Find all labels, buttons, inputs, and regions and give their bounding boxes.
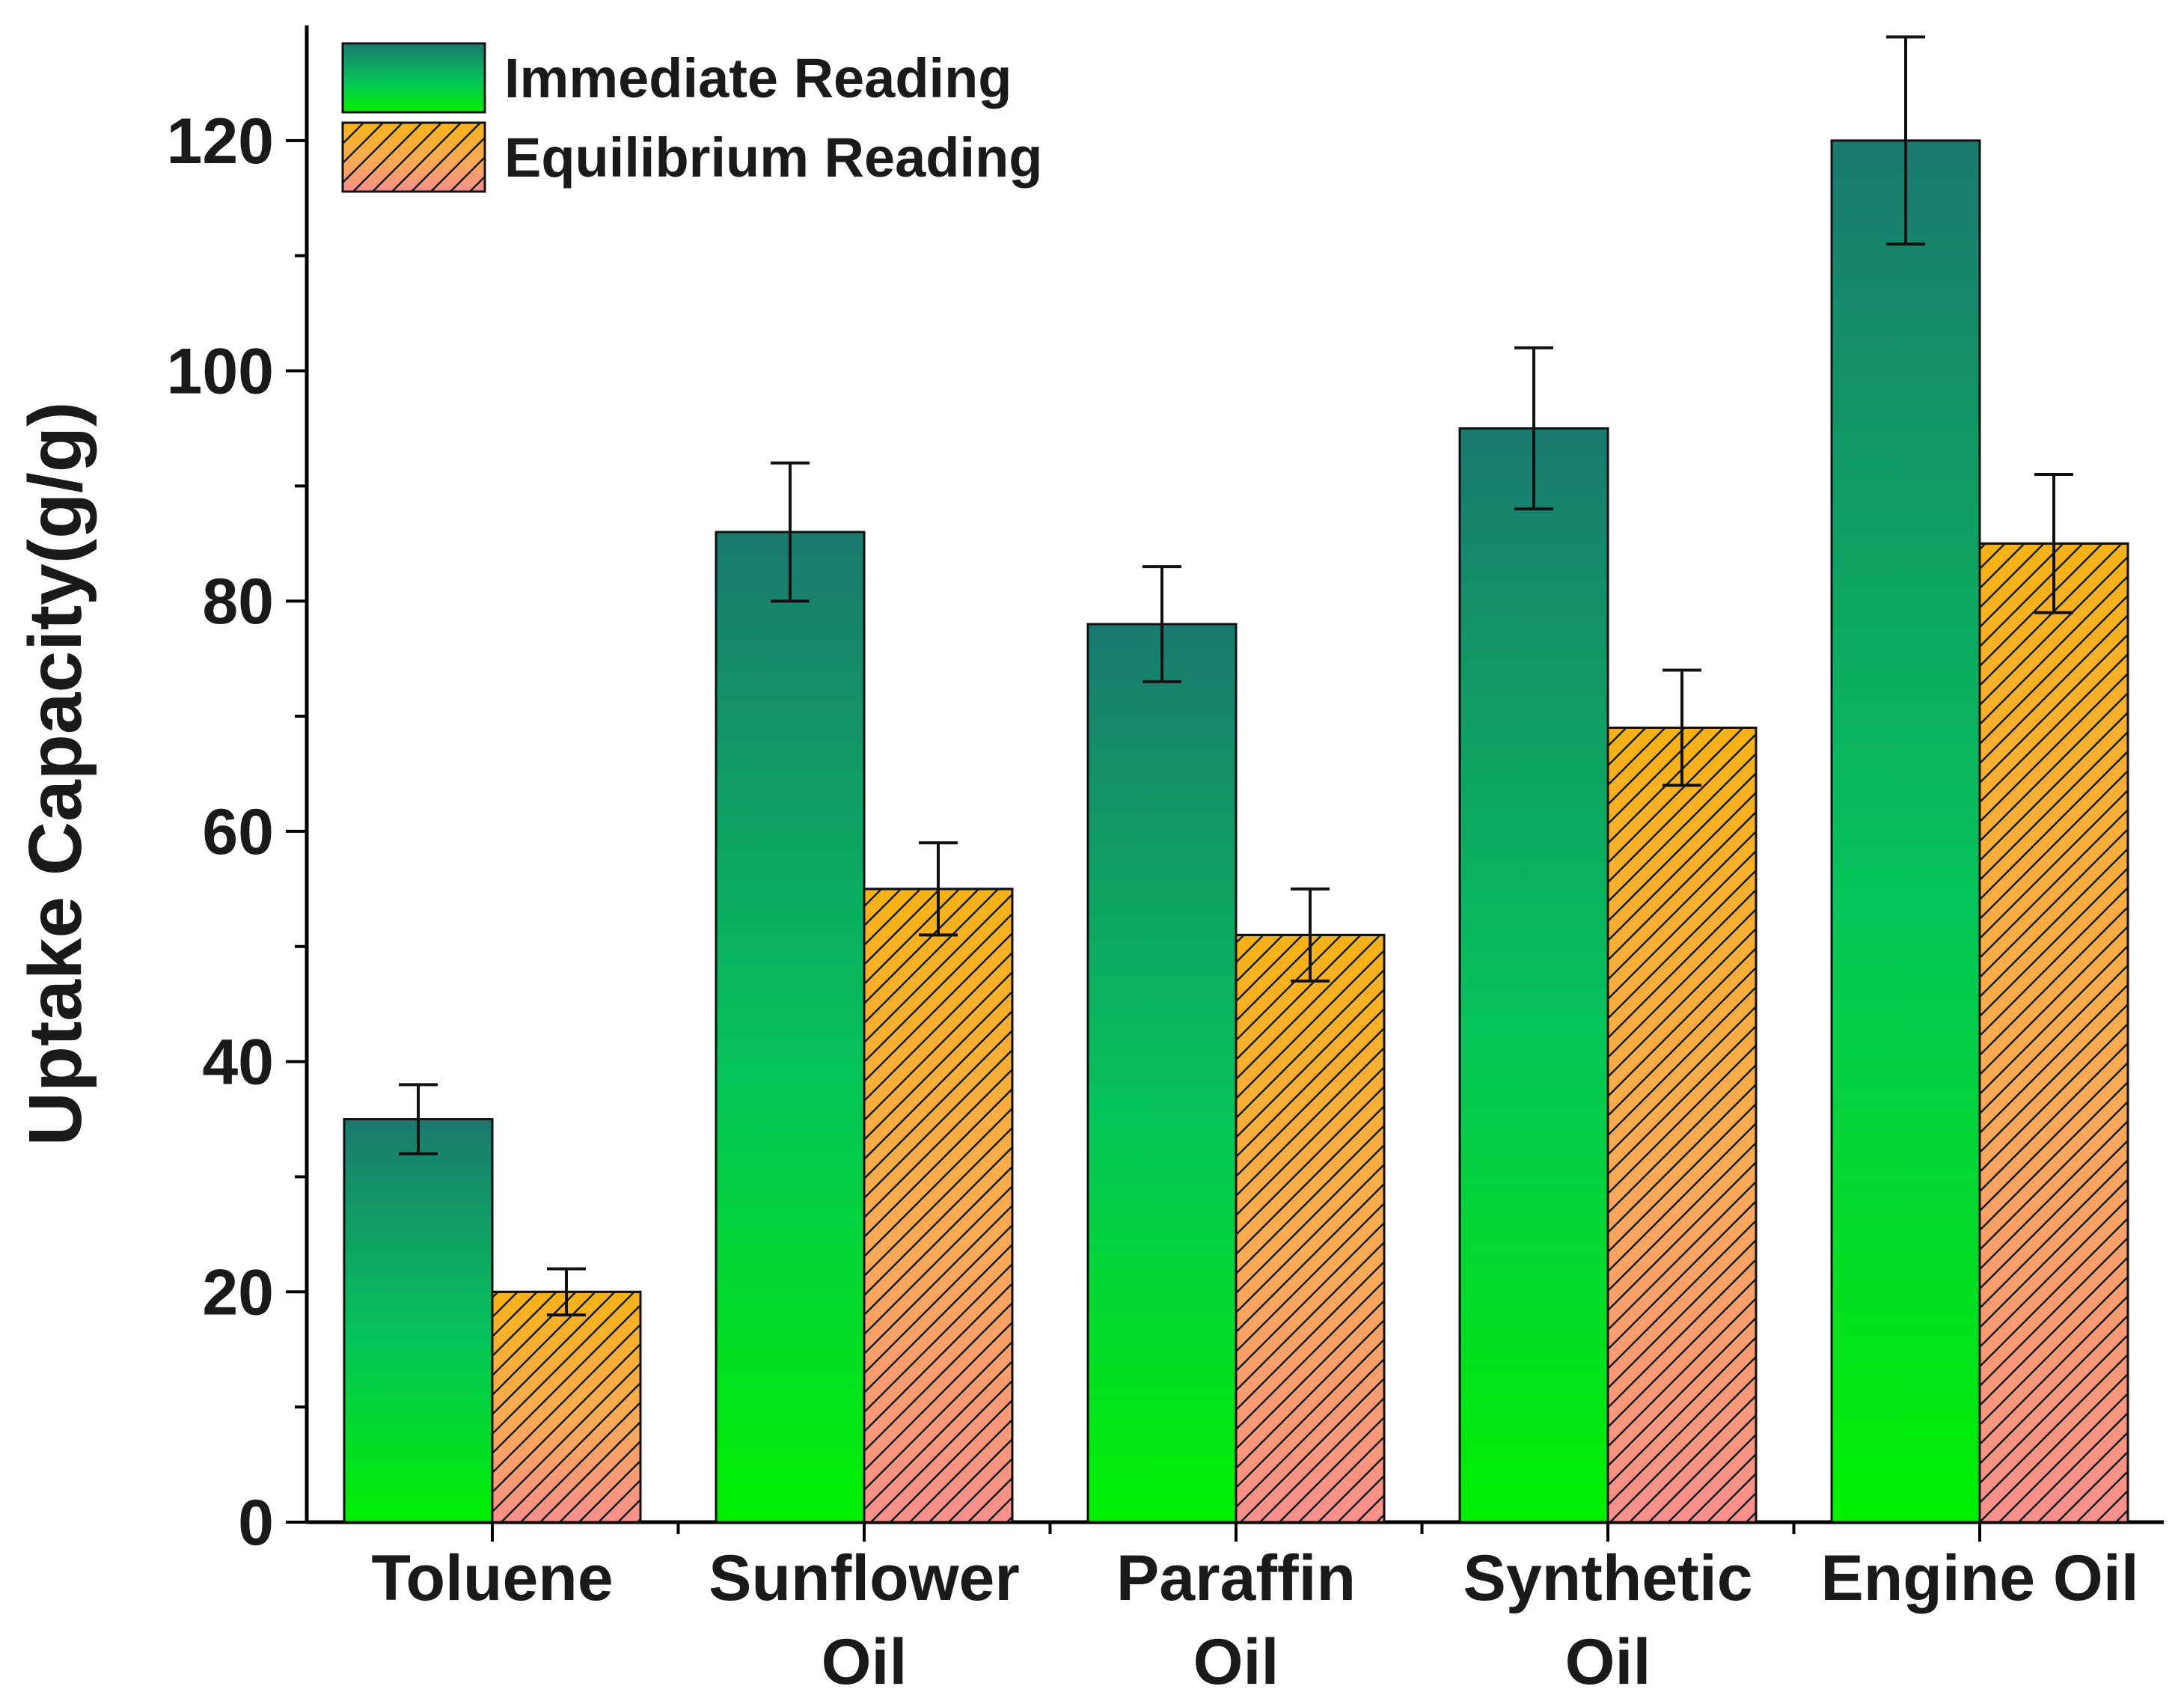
y-axis-title: Uptake Capacity(g/g): [13, 402, 97, 1146]
bar-equilibrium-hatch: [1235, 933, 1386, 1524]
x-category-label: Toluene: [371, 1542, 613, 1614]
bars: [343, 139, 2129, 1524]
y-tick-label: 40: [202, 1027, 274, 1099]
y-tick-label: 0: [238, 1487, 274, 1559]
bar-equilibrium-hatch: [863, 888, 1014, 1524]
x-category-label: Oil: [1565, 1626, 1651, 1698]
y-tick-label: 100: [167, 336, 275, 408]
x-category-label: Oil: [822, 1626, 908, 1698]
x-category-label: Sunflower: [709, 1542, 1020, 1614]
y-ticks: 0 20 40 60 80 100 120: [167, 106, 307, 1559]
y-tick-label: 120: [167, 106, 275, 177]
x-category-label: Paraffin: [1116, 1542, 1356, 1614]
bar-immediate: [1830, 139, 1981, 1524]
legend-label-immediate: Immediate Reading: [504, 47, 1012, 109]
x-category-label: Synthetic: [1463, 1542, 1752, 1614]
y-tick-label: 60: [202, 796, 274, 868]
legend: Immediate Reading Equilibrium Reading: [341, 42, 1042, 193]
category-labels: Toluene Sunflower Oil Paraffin Oil Synthetic O…: [371, 1522, 2139, 1698]
bar-immediate: [1086, 623, 1238, 1524]
x-category-label: Oil: [1193, 1626, 1279, 1698]
bar-equilibrium-hatch: [491, 1290, 642, 1524]
bar-immediate: [715, 531, 866, 1524]
bar-equilibrium-hatch: [1978, 542, 2129, 1524]
legend-label-equilibrium: Equilibrium Reading: [504, 126, 1042, 189]
y-tick-label: 80: [202, 566, 274, 638]
legend-swatch-immediate: [341, 42, 486, 114]
error-bars: [399, 35, 2073, 1317]
bar-equilibrium-hatch: [1606, 726, 1758, 1524]
legend-swatch-equilibrium-hatch: [341, 121, 486, 193]
x-category-label: Engine Oil: [1820, 1542, 2138, 1614]
bar-immediate: [343, 1118, 494, 1524]
bar-immediate: [1458, 427, 1609, 1524]
y-tick-label: 20: [202, 1256, 274, 1328]
